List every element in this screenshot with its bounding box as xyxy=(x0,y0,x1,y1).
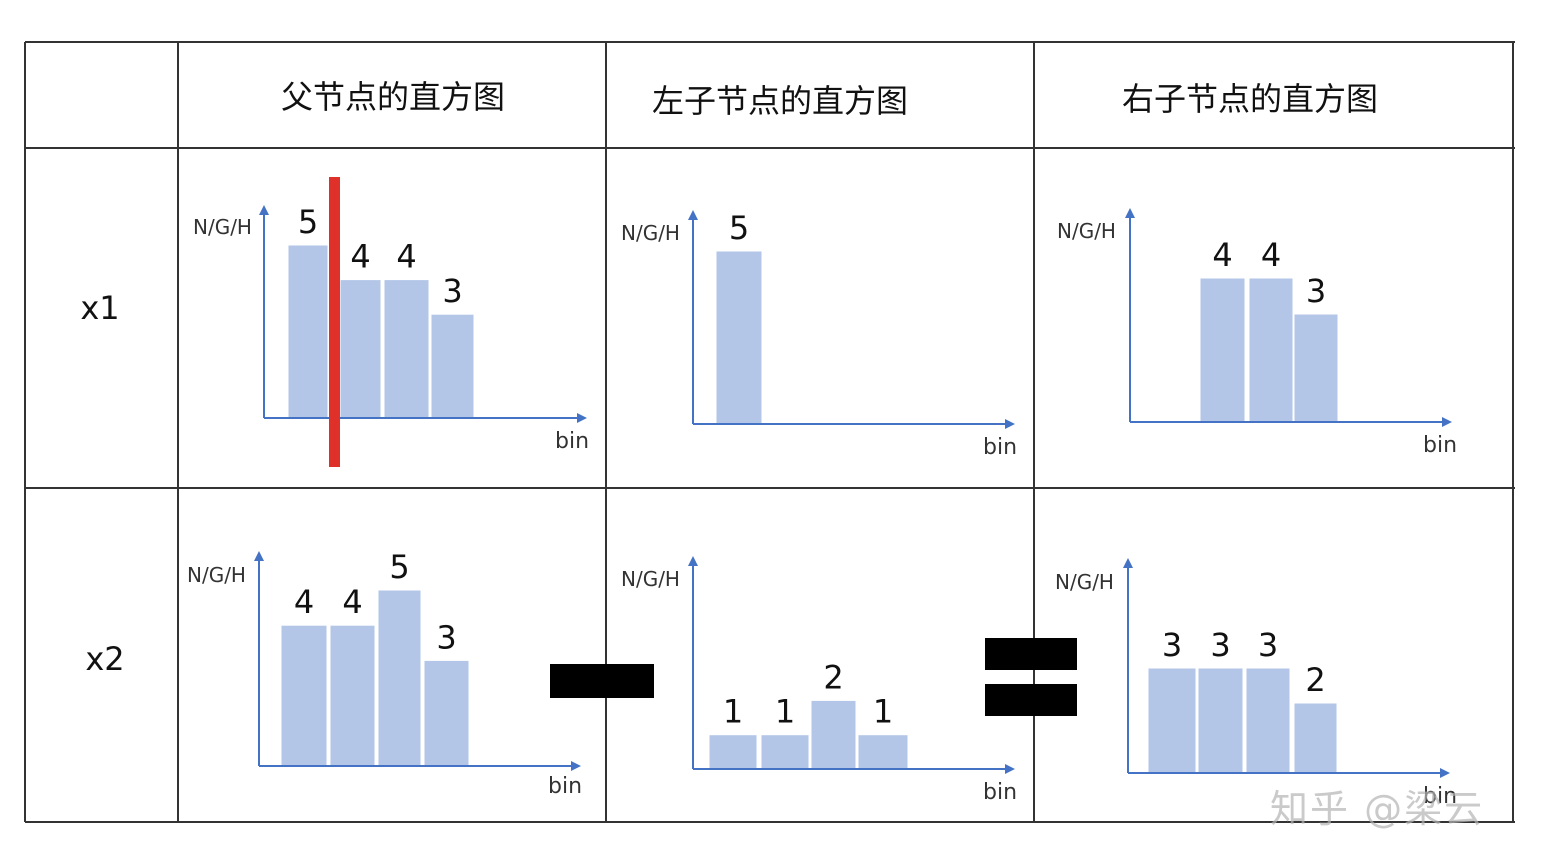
x2-right-ylabel: N/G/H xyxy=(1055,570,1114,594)
x1-parent-bar-3 xyxy=(431,314,474,418)
x2-parent-y-axis-arrow xyxy=(254,551,264,561)
x2-left-y-axis-arrow xyxy=(688,556,698,566)
x2-left-ylabel: N/G/H xyxy=(621,567,680,591)
x2-left-bar-label-2: 2 xyxy=(823,658,843,696)
x2-right-bar-3 xyxy=(1294,703,1337,773)
x2-left-bar-0 xyxy=(709,735,757,769)
x2-parent-bar-1 xyxy=(330,625,375,766)
equals-operator-top xyxy=(985,638,1077,670)
x1-right-bar-1 xyxy=(1249,278,1293,422)
x1-right-bar-label-1: 4 xyxy=(1261,236,1281,274)
x2-left-x-axis-arrow xyxy=(1005,764,1015,774)
x1-right-bar-label-0: 4 xyxy=(1212,236,1232,274)
minus-operator xyxy=(550,664,654,698)
x2-parent-bar-label-3: 3 xyxy=(436,618,456,656)
x1-parent-bar-label-1: 4 xyxy=(350,238,370,276)
equals-operator-bottom xyxy=(985,684,1077,716)
x1-right-bar-label-2: 3 xyxy=(1306,272,1326,310)
x2-parent-xlabel: bin xyxy=(548,774,582,799)
x2-right-bar-label-0: 3 xyxy=(1162,626,1182,664)
x1-parent-bar-label-0: 5 xyxy=(298,203,318,241)
watermark: 知乎 @梁云 xyxy=(1270,778,1484,833)
x1-parent-ylabel: N/G/H xyxy=(193,215,252,239)
x1-left-bar-0 xyxy=(716,251,762,424)
x2-right-x-axis-arrow xyxy=(1440,768,1450,778)
x1-parent-x-axis-arrow xyxy=(577,413,587,423)
x2-left-bar-label-3: 1 xyxy=(873,693,893,731)
x1-parent-split-line xyxy=(329,177,340,467)
x2-left-bar-label-1: 1 xyxy=(775,693,795,731)
x1-left-xlabel: bin xyxy=(983,435,1017,460)
x2-left-bar-2 xyxy=(811,700,856,769)
x2-parent-bar-label-2: 5 xyxy=(389,548,409,586)
x1-right-y-axis-arrow xyxy=(1125,208,1135,218)
x1-right-x-axis-arrow xyxy=(1442,417,1452,427)
x1-parent-bar-label-3: 3 xyxy=(442,272,462,310)
x2-left-xlabel: bin xyxy=(983,780,1017,805)
x2-parent-bar-0 xyxy=(281,625,327,766)
x1-left-y-axis-arrow xyxy=(688,210,698,220)
x1-parent-bar-0 xyxy=(288,245,328,418)
x2-left-bar-3 xyxy=(858,735,908,769)
x2-right-y-axis-arrow xyxy=(1123,558,1133,568)
x2-right-bar-2 xyxy=(1246,668,1290,773)
x2-right-bar-label-3: 2 xyxy=(1305,661,1325,699)
x2-left-bar-label-0: 1 xyxy=(723,693,743,731)
x2-right-bar-label-2: 3 xyxy=(1258,626,1278,664)
x1-parent-bar-label-2: 4 xyxy=(396,238,416,276)
x2-left-bar-1 xyxy=(761,735,809,769)
x2-parent-x-axis-arrow xyxy=(571,761,581,771)
x2-parent-ylabel: N/G/H xyxy=(187,563,246,587)
x2-right-bar-0 xyxy=(1148,668,1196,773)
x2-right-bar-label-1: 3 xyxy=(1210,626,1230,664)
x1-parent-y-axis-arrow xyxy=(259,205,269,215)
x1-right-xlabel: bin xyxy=(1423,433,1457,458)
x2-right-bar-1 xyxy=(1198,668,1243,773)
x1-left-ylabel: N/G/H xyxy=(621,221,680,245)
x1-parent-xlabel: bin xyxy=(555,429,589,454)
x2-parent-bar-3 xyxy=(424,660,469,766)
x1-parent-bar-1 xyxy=(340,280,381,418)
x1-left-bar-label-0: 5 xyxy=(729,209,749,247)
x1-parent-bar-2 xyxy=(384,280,429,418)
x2-parent-bar-label-1: 4 xyxy=(342,583,362,621)
x1-left-x-axis-arrow xyxy=(1005,419,1015,429)
x1-right-ylabel: N/G/H xyxy=(1057,219,1116,243)
x1-right-bar-0 xyxy=(1200,278,1245,422)
x1-right-bar-2 xyxy=(1294,314,1338,422)
x2-parent-bar-2 xyxy=(378,590,421,766)
x2-parent-bar-label-0: 4 xyxy=(294,583,314,621)
